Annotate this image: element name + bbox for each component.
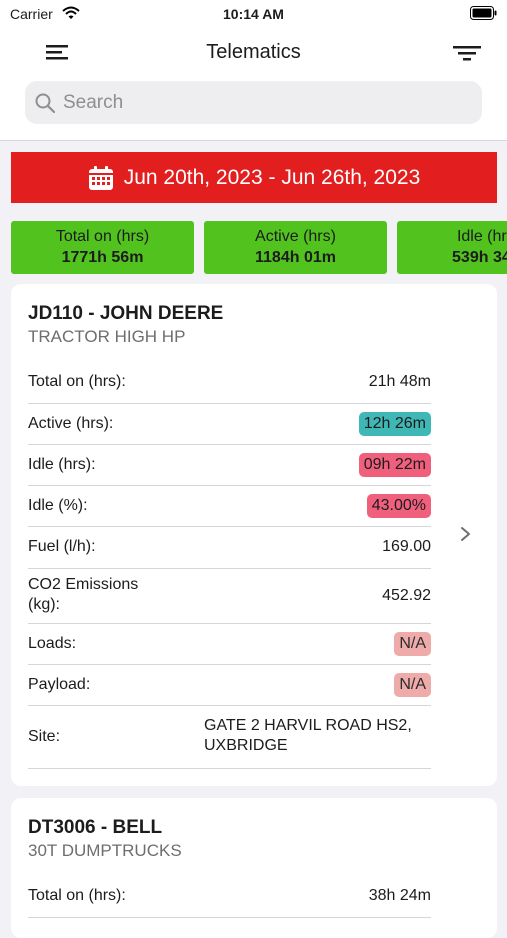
site-line-1: GATE 2 HARVIL ROAD HS2, (204, 717, 412, 734)
row-label: Idle (%): (28, 497, 88, 514)
loads-badge: N/A (394, 632, 431, 656)
status-time: 10:14 AM (223, 6, 284, 22)
search-bar (25, 81, 482, 124)
stat-value: 1184h 01m (255, 249, 336, 266)
carrier-label: Carrier (10, 6, 53, 22)
row-idle-pct: Idle (%): 43.00% (28, 485, 431, 527)
status-bar: Carrier 10:14 AM (0, 0, 507, 30)
nav-bar: Telematics (0, 30, 507, 141)
menu-icon[interactable] (38, 38, 74, 66)
row-label: Active (hrs): (28, 415, 114, 432)
vehicle-subtitle: TRACTOR HIGH HP (28, 327, 186, 346)
stat-label: Idle (hrs) (456, 228, 507, 245)
stat-label: Total on (hrs) (55, 228, 150, 245)
row-loads: Loads: N/A (28, 623, 431, 665)
row-label: Idle (hrs): (28, 456, 96, 473)
row-label: Loads: (28, 635, 77, 652)
vehicle-card[interactable]: JD110 - JOHN DEERE TRACTOR HIGH HP Total… (11, 284, 497, 786)
row-idle-hrs: Idle (hrs): 09h 22m (28, 444, 431, 486)
row-label: Total on (hrs): (28, 373, 126, 390)
vehicle-card[interactable]: DT3006 - BELL 30T DUMPTRUCKS Total on (h… (11, 798, 497, 938)
idle-hours-badge: 09h 22m (358, 453, 431, 477)
stat-idle[interactable]: Idle (hrs) 539h 34m (397, 221, 507, 274)
stat-value: 1771h 56m (61, 249, 144, 266)
stat-total-on[interactable]: Total on (hrs) 1771h 56m (11, 221, 194, 274)
vehicle-subtitle: 30T DUMPTRUCKS (28, 841, 182, 860)
idle-percent-badge: 43.00% (366, 494, 431, 518)
row-total-on: Total on (hrs): 38h 24m (28, 876, 431, 918)
filter-icon[interactable] (451, 39, 483, 67)
row-value: 21h 48m (368, 373, 431, 390)
stat-value: 539h 34m (452, 249, 507, 266)
row-label: (kg): (28, 596, 60, 613)
stat-active[interactable]: Active (hrs) 1184h 01m (204, 221, 387, 274)
payload-badge: N/A (394, 673, 431, 697)
row-payload: Payload: N/A (28, 664, 431, 706)
row-value: 38h 24m (368, 887, 431, 904)
page-title: Telematics (206, 41, 301, 63)
vehicle-title: JD110 - JOHN DEERE (28, 303, 224, 324)
date-range-label: Jun 20th, 2023 - Jun 26th, 2023 (123, 165, 421, 189)
date-range-button[interactable]: Jun 20th, 2023 - Jun 26th, 2023 (11, 152, 497, 203)
row-label: Payload: (28, 676, 91, 693)
row-label: Total on (hrs): (28, 887, 126, 904)
summary-stats: Total on (hrs) 1771h 56m Active (hrs) 11… (11, 221, 507, 274)
row-value: 452.92 (382, 587, 431, 604)
stat-label: Active (hrs) (255, 228, 336, 245)
row-active: Active (hrs): 12h 26m (28, 403, 431, 445)
row-label: Site: (28, 728, 61, 745)
search-input[interactable] (63, 81, 463, 124)
battery-icon (470, 6, 497, 20)
active-hours-badge: 12h 26m (358, 412, 431, 436)
row-label: CO2 Emissions (28, 576, 139, 593)
calendar-icon (88, 165, 113, 190)
row-site: Site: GATE 2 HARVIL ROAD HS2, UXBRIDGE (28, 705, 431, 769)
row-value: 169.00 (382, 538, 431, 555)
site-line-2: UXBRIDGE (204, 737, 288, 754)
row-co2: CO2 Emissions (kg): 452.92 (28, 568, 431, 624)
row-total-on: Total on (hrs): 21h 48m (28, 362, 431, 404)
row-label: Fuel (l/h): (28, 538, 96, 555)
row-fuel: Fuel (l/h): 169.00 (28, 526, 431, 569)
vehicle-title: DT3006 - BELL (28, 817, 163, 838)
wifi-icon (62, 6, 80, 19)
search-icon (35, 93, 56, 114)
chevron-right-icon[interactable] (459, 523, 473, 545)
